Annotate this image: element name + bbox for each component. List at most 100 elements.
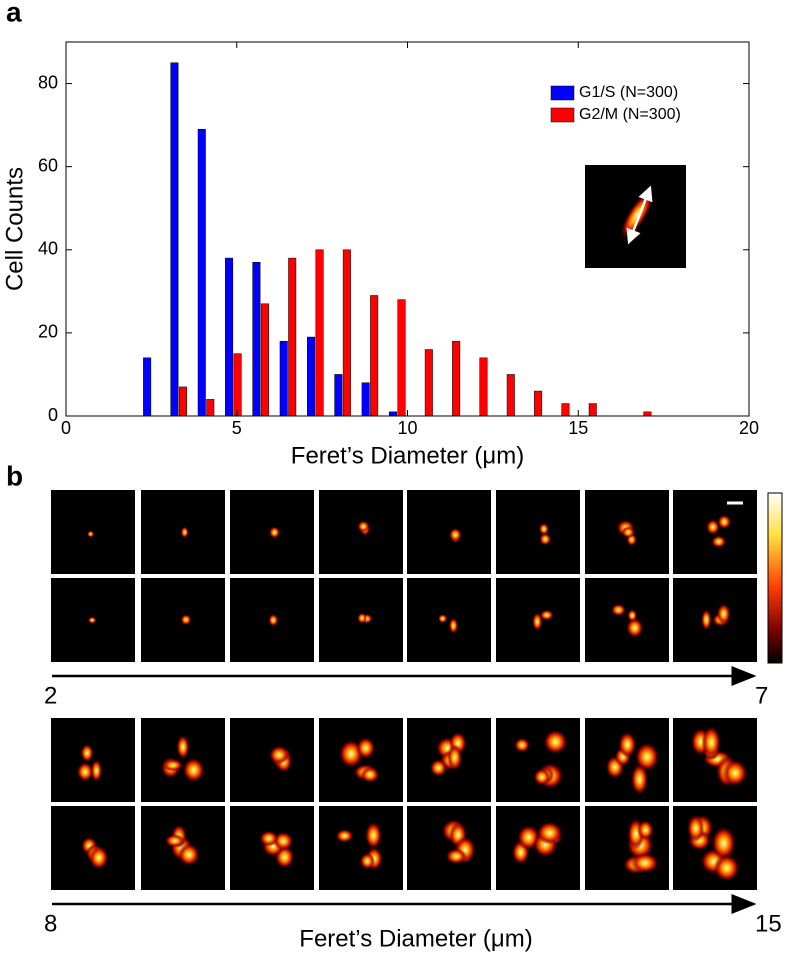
x-axis-label: Feret’s Diameter (μm): [299, 925, 532, 952]
cell-image: [407, 806, 491, 890]
inset-image: [585, 165, 686, 268]
cell-blob: [357, 612, 368, 624]
arrow-start-label: 8: [44, 910, 57, 937]
bar: [479, 357, 488, 417]
cell-blob: [701, 609, 712, 631]
x-axis-label: Feret’s Diameter (μm): [291, 442, 524, 469]
cell-blob: [630, 763, 649, 796]
cell-blob: [89, 845, 109, 870]
cell-blob: [539, 609, 554, 621]
legend-label: G1/S (N=300): [579, 84, 678, 101]
arrow-end-label: 15: [755, 910, 782, 937]
cell-blob: [539, 532, 552, 546]
cell-blob: [637, 819, 654, 840]
cell-image: [319, 806, 403, 890]
panel-label: a: [6, 0, 22, 27]
colorbar: [767, 492, 783, 664]
x-tick-label: 0: [61, 418, 71, 438]
bar: [361, 382, 370, 417]
cell-blob: [268, 613, 279, 627]
cell-blob: [536, 821, 563, 845]
bar: [315, 249, 324, 417]
cell-blob: [87, 616, 97, 624]
cell-blob: [356, 737, 376, 759]
cell-blob: [259, 830, 279, 847]
cell-blob: [711, 826, 736, 861]
cell-blob: [713, 854, 740, 882]
cell-blob: [722, 759, 748, 787]
legend-swatch: [550, 85, 575, 101]
cell-blob: [80, 743, 94, 763]
cell-image: [141, 718, 225, 802]
cell-image: [407, 490, 491, 574]
cell-blob: [447, 744, 463, 771]
cell-blob: [705, 519, 720, 535]
bar: [307, 336, 316, 417]
y-tick-label: 80: [38, 72, 58, 92]
cell-blob: [359, 852, 375, 870]
legend-swatch: [550, 107, 575, 123]
cell-blob: [687, 814, 705, 843]
legend-label: G2/M (N=300): [579, 106, 681, 123]
cell-blob: [621, 526, 635, 539]
cell-blob: [717, 514, 732, 530]
cell-blob: [626, 617, 644, 638]
panel-label: b: [6, 460, 23, 491]
bar: [342, 249, 351, 417]
cell-blob: [268, 526, 281, 539]
x-tick-label: 10: [397, 418, 417, 438]
cell-blob: [514, 737, 530, 753]
cell-image: [496, 718, 580, 802]
y-tick-label: 40: [38, 239, 58, 259]
cell-image: [585, 578, 669, 662]
cell-blob: [335, 829, 354, 843]
cell-image: [496, 490, 580, 574]
cell-blob: [357, 520, 370, 533]
cell-blob: [273, 831, 294, 851]
bar: [206, 399, 215, 417]
bar: [643, 411, 652, 417]
cell-blob: [448, 617, 459, 634]
bar: [334, 374, 343, 417]
bar: [588, 403, 597, 417]
bar: [279, 340, 288, 417]
cell-blob: [76, 761, 94, 782]
bar: [143, 357, 152, 417]
cell-blob: [538, 522, 550, 536]
y-axis-label: Cell Counts: [1, 167, 28, 291]
bar: [260, 303, 269, 417]
bar: [397, 299, 406, 417]
bar: [233, 353, 242, 417]
bar: [561, 403, 570, 417]
cell-blob: [180, 614, 192, 626]
image-grid: [51, 490, 757, 890]
bar: [424, 349, 433, 417]
cell-blob: [716, 603, 731, 625]
cell-blob: [543, 729, 568, 755]
bar: [170, 62, 179, 417]
bar: [370, 295, 379, 417]
cell-blob: [164, 834, 185, 848]
bar: [288, 257, 297, 417]
cell-image: [407, 578, 491, 662]
bar: [534, 390, 543, 417]
cell-blob: [532, 612, 543, 631]
cell-blob: [180, 526, 189, 539]
x-tick-label: 20: [739, 418, 759, 438]
cell-blob: [445, 848, 467, 865]
y-tick-label: 0: [48, 405, 58, 425]
cell-blob: [162, 759, 184, 772]
bar: [197, 129, 206, 417]
cell-blob: [437, 614, 448, 624]
cell-image: [51, 718, 135, 802]
bar: [506, 374, 515, 417]
cell-blob: [268, 745, 290, 765]
bar: [225, 257, 234, 417]
y-tick-label: 20: [38, 322, 58, 342]
cell-blob: [176, 734, 190, 760]
bar: [178, 386, 187, 417]
cell-blob: [90, 759, 103, 783]
cell-blob: [701, 725, 721, 759]
cell-blob: [630, 852, 659, 874]
